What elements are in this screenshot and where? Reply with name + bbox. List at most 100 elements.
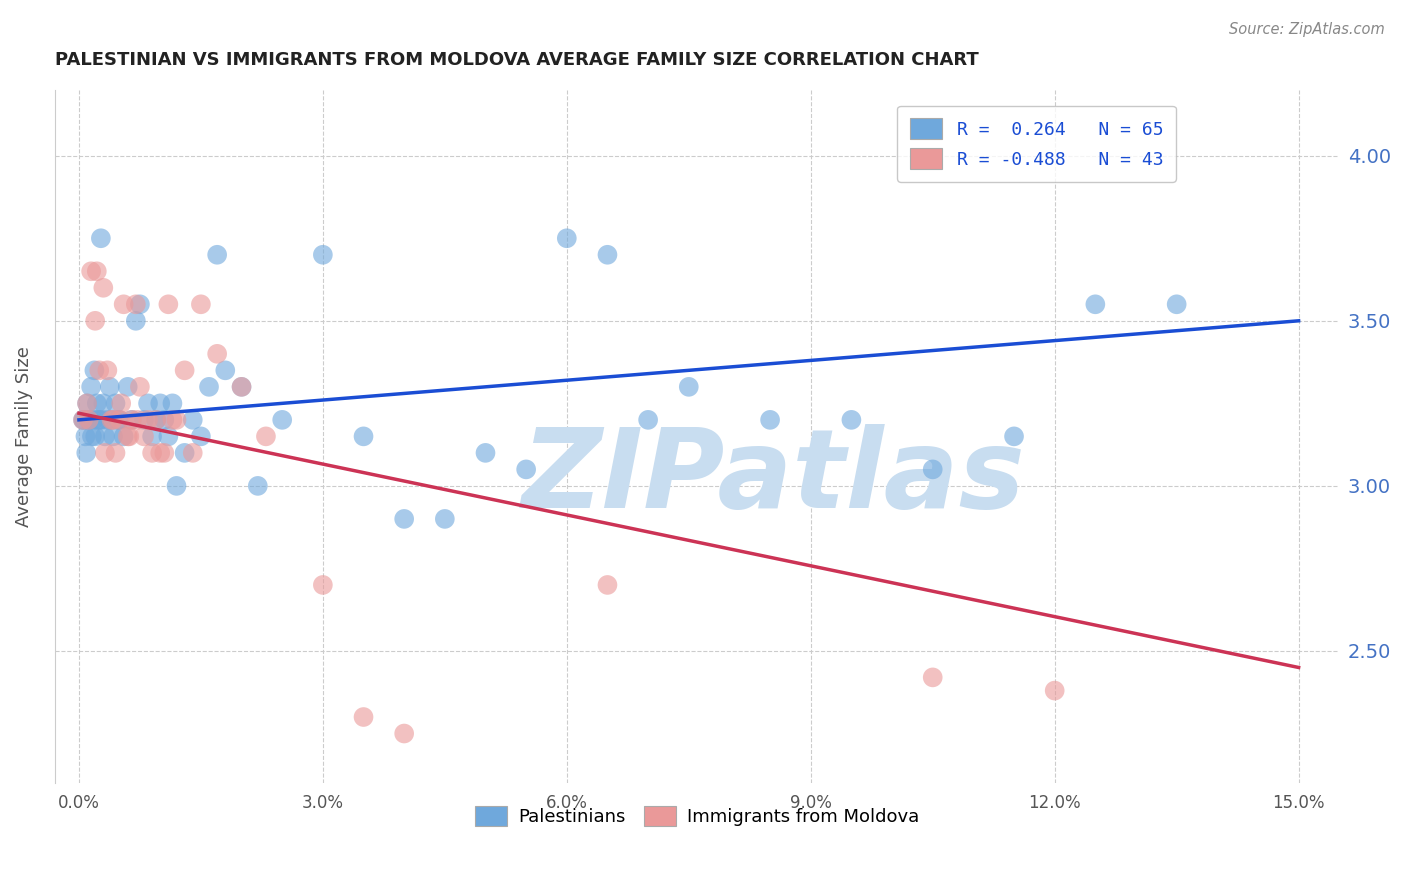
Point	[181, 446, 204, 460]
Point	[1084, 297, 1107, 311]
Point	[312, 578, 335, 592]
Point	[921, 670, 943, 684]
Point	[190, 297, 212, 311]
Point	[921, 462, 943, 476]
Point	[112, 429, 135, 443]
Point	[96, 413, 118, 427]
Point	[145, 413, 167, 427]
Point	[596, 248, 619, 262]
Point	[107, 413, 129, 427]
Point	[91, 281, 114, 295]
Point	[76, 396, 98, 410]
Point	[101, 429, 124, 443]
Point	[77, 413, 100, 427]
Point	[132, 429, 155, 443]
Point	[166, 479, 188, 493]
Point	[101, 413, 124, 427]
Text: Source: ZipAtlas.com: Source: ZipAtlas.com	[1229, 22, 1385, 37]
Point	[121, 413, 143, 427]
Point	[555, 231, 578, 245]
Text: ZIPatlas: ZIPatlas	[522, 425, 1026, 532]
Point	[231, 380, 253, 394]
Point	[79, 413, 101, 427]
Point	[86, 396, 108, 410]
Point	[433, 512, 456, 526]
Point	[157, 429, 180, 443]
Point	[637, 413, 659, 427]
Point	[145, 413, 167, 427]
Point	[80, 264, 103, 278]
Point	[94, 446, 117, 460]
Point	[474, 446, 496, 460]
Point	[231, 380, 253, 394]
Point	[110, 396, 132, 410]
Point	[90, 413, 112, 427]
Point	[1002, 429, 1025, 443]
Point	[141, 429, 163, 443]
Point	[205, 347, 228, 361]
Point	[181, 413, 204, 427]
Point	[149, 396, 172, 410]
Point	[125, 297, 148, 311]
Point	[173, 363, 195, 377]
Point	[80, 429, 103, 443]
Point	[98, 380, 121, 394]
Point	[125, 314, 148, 328]
Point	[75, 446, 97, 460]
Point	[91, 396, 114, 410]
Point	[841, 413, 863, 427]
Point	[84, 314, 107, 328]
Point	[86, 264, 108, 278]
Point	[136, 413, 159, 427]
Point	[129, 297, 152, 311]
Text: PALESTINIAN VS IMMIGRANTS FROM MOLDOVA AVERAGE FAMILY SIZE CORRELATION CHART: PALESTINIAN VS IMMIGRANTS FROM MOLDOVA A…	[55, 51, 979, 69]
Point	[100, 413, 122, 427]
Point	[104, 446, 127, 460]
Legend: Palestinians, Immigrants from Moldova: Palestinians, Immigrants from Moldova	[468, 798, 927, 833]
Point	[149, 446, 172, 460]
Point	[1166, 297, 1188, 311]
Point	[117, 380, 139, 394]
Point	[94, 429, 117, 443]
Point	[96, 363, 118, 377]
Point	[153, 446, 176, 460]
Point	[198, 380, 221, 394]
Point	[214, 363, 236, 377]
Point	[759, 413, 782, 427]
Point	[129, 380, 152, 394]
Point	[173, 446, 195, 460]
Point	[104, 396, 127, 410]
Point	[205, 248, 228, 262]
Point	[162, 396, 184, 410]
Point	[72, 413, 94, 427]
Point	[190, 429, 212, 443]
Point	[86, 413, 108, 427]
Point	[118, 429, 141, 443]
Point	[84, 429, 107, 443]
Point	[76, 396, 98, 410]
Point	[72, 413, 94, 427]
Point	[136, 396, 159, 410]
Point	[392, 512, 415, 526]
Point	[141, 446, 163, 460]
Point	[89, 413, 111, 427]
Point	[353, 429, 375, 443]
Point	[1043, 683, 1066, 698]
Point	[166, 413, 188, 427]
Point	[312, 248, 335, 262]
Point	[75, 429, 97, 443]
Point	[117, 429, 139, 443]
Point	[254, 429, 277, 443]
Point	[90, 231, 112, 245]
Point	[157, 297, 180, 311]
Point	[127, 413, 149, 427]
Point	[246, 479, 269, 493]
Point	[132, 413, 155, 427]
Point	[89, 363, 111, 377]
Point	[271, 413, 294, 427]
Point	[73, 413, 96, 427]
Point	[392, 726, 415, 740]
Point	[162, 413, 184, 427]
Point	[83, 363, 105, 377]
Point	[83, 413, 105, 427]
